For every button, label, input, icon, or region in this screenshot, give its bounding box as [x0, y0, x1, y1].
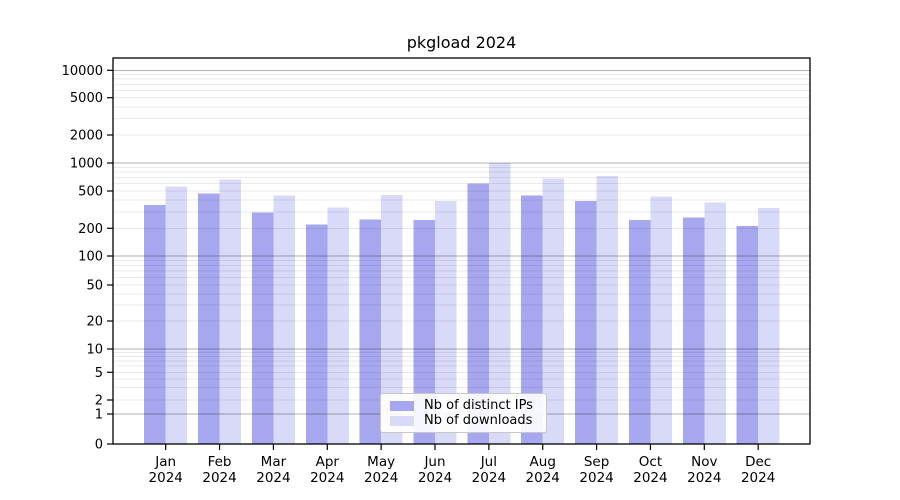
- y-tick-label-2000: 2000: [70, 129, 103, 144]
- y-tick-label-20: 20: [86, 315, 103, 330]
- bar-distinct-ips-apr: [305, 224, 328, 444]
- bar-distinct-ips-aug: [521, 195, 543, 444]
- bar-distinct-ips-dec: [736, 226, 759, 444]
- bar-distinct-ips-jan: [144, 204, 166, 444]
- bar-distinct-ips-may: [359, 219, 382, 444]
- bar-distinct-ips-feb: [198, 193, 220, 444]
- gridlines: [113, 69, 810, 415]
- x-tick-label-nov: Nov 2024: [687, 454, 721, 486]
- legend-label-downloads: Nb of downloads: [424, 413, 533, 428]
- bar-distinct-ips-sep: [575, 201, 597, 444]
- bar-downloads-feb: [219, 179, 242, 445]
- x-tick-label-may: May 2024: [364, 454, 398, 486]
- y-tick-label-100: 100: [78, 250, 103, 265]
- bar-downloads-apr: [327, 207, 349, 444]
- bar-downloads-aug: [542, 178, 565, 445]
- chart-title: pkgload 2024: [406, 33, 517, 52]
- x-tick-label-feb: Feb 2024: [202, 454, 236, 486]
- bar-downloads-oct: [650, 196, 672, 444]
- legend-swatch-distinct-ips: [390, 400, 414, 411]
- x-tick-label-apr: Apr 2024: [310, 454, 344, 486]
- x-tick-label-jul: Jul 2024: [472, 454, 506, 486]
- y-tick-label-5000: 5000: [70, 91, 103, 106]
- bar-distinct-ips-jul: [467, 183, 489, 445]
- legend-item-downloads: Nb of downloads: [390, 413, 538, 428]
- bar-downloads-sep: [596, 176, 619, 444]
- y-tick-label-1: 1: [95, 408, 103, 423]
- plot-border: [112, 57, 811, 445]
- x-tick-label-mar: Mar 2024: [256, 454, 290, 486]
- y-tick-label-500: 500: [78, 185, 103, 200]
- bars: [144, 162, 780, 445]
- x-tick-label-sep: Sep 2024: [579, 454, 613, 486]
- legend-label-distinct-ips: Nb of distinct IPs: [424, 398, 533, 413]
- bar-distinct-ips-mar: [251, 212, 274, 444]
- bar-downloads-mar: [273, 195, 295, 444]
- bar-distinct-ips-nov: [682, 217, 705, 444]
- y-tick-label-2: 2: [95, 394, 103, 409]
- bar-downloads-may: [381, 194, 403, 444]
- bar-downloads-dec: [758, 207, 780, 444]
- y-tick-label-0: 0: [95, 438, 103, 453]
- x-tick-label-oct: Oct 2024: [633, 454, 667, 486]
- bar-downloads-jul: [488, 162, 511, 445]
- y-tick-label-1000: 1000: [70, 157, 103, 172]
- legend-swatch-downloads: [390, 415, 414, 426]
- x-tick-label-jan: Jan 2024: [149, 454, 183, 486]
- y-tick-label-200: 200: [78, 222, 103, 237]
- legend: Nb of distinct IPs Nb of downloads: [380, 393, 547, 433]
- x-axis: Jan 2024 Feb 2024 Mar 2024 Apr 2024 May 2024 Jun 20…: [149, 444, 775, 486]
- legend-item-distinct-ips: Nb of distinct IPs: [390, 398, 538, 413]
- y-tick-label-10000: 10000: [62, 64, 103, 79]
- bar-downloads-jun: [435, 201, 457, 444]
- y-axis: 0 12 5 10 20 50 100 200 500 1000 2000 5000 10000: [62, 64, 113, 453]
- y-tick-label-50: 50: [86, 279, 103, 294]
- bar-downloads-nov: [704, 202, 726, 444]
- bar-downloads-jan: [165, 186, 188, 444]
- y-tick-label-10: 10: [86, 343, 103, 358]
- bar-distinct-ips-oct: [628, 220, 651, 444]
- bar-distinct-ips-jun: [413, 220, 435, 444]
- x-tick-label-aug: Aug 2024: [526, 454, 560, 486]
- y-tick-label-5: 5: [95, 366, 103, 381]
- x-tick-label-jun: Jun 2024: [418, 454, 452, 486]
- x-tick-label-dec: Dec 2024: [741, 454, 775, 486]
